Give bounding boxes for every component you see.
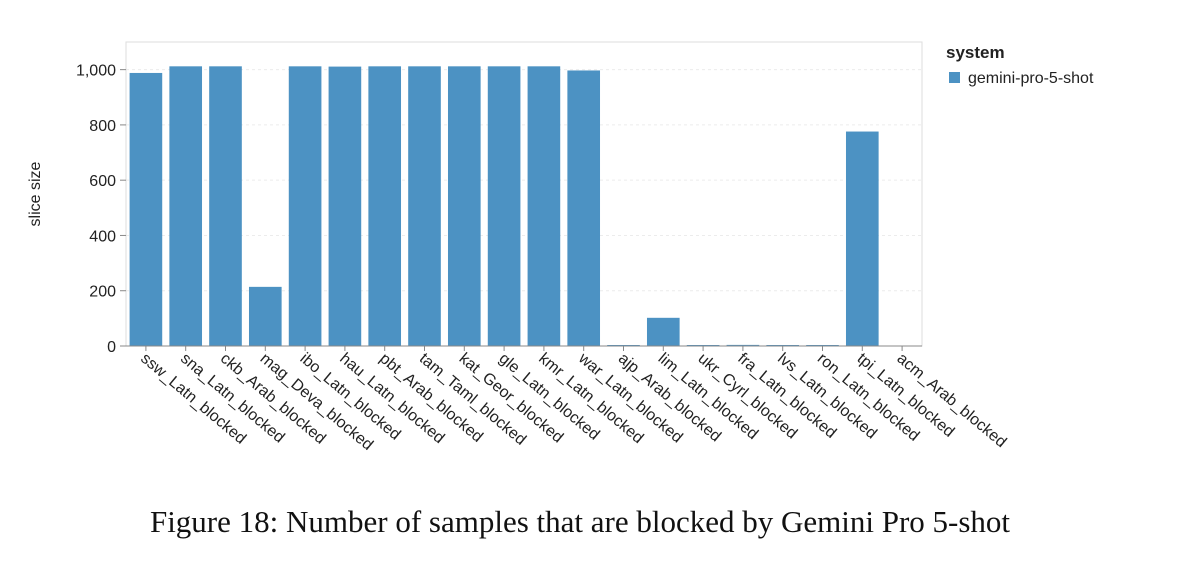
bar-fra_Latn_blocked [726, 344, 760, 346]
bar-gle_Latn_blocked [487, 66, 521, 346]
y-tick-label: 800 [89, 118, 116, 135]
bar-lim_Latn_blocked [646, 317, 680, 346]
bar-chart: 0 200 400 600 800 1,000 ssw_Latn_blockedsna_L… [27, 41, 1094, 454]
y-axis-title: slice size [27, 161, 44, 226]
bar-ckb_Arab_blocked [209, 66, 242, 346]
legend-title: system [946, 43, 1005, 62]
legend: system gemini-pro-5-shot [946, 43, 1094, 87]
bars [129, 66, 879, 346]
legend-swatch [949, 72, 960, 83]
bar-pbt_Arab_blocked [368, 66, 402, 346]
x-axis: ssw_Latn_blockedsna_Latn_blockedckb_Arab… [126, 345, 1009, 454]
grid-lines [126, 69, 922, 292]
bar-tpi_Latn_blocked [845, 131, 879, 346]
figure-caption: Figure 18: Number of samples that are bl… [149, 504, 1011, 539]
y-tick-label: 600 [89, 173, 116, 190]
y-tick-label: 0 [107, 339, 116, 356]
bar-war_Latn_blocked [567, 70, 601, 346]
bar-ibo_Latn_blocked [288, 66, 322, 346]
bar-tam_Taml_blocked [408, 66, 441, 346]
y-tick-label: 1,000 [76, 63, 116, 80]
plot-frame [125, 41, 923, 347]
y-axis: 0 200 400 600 800 1,000 [76, 63, 126, 356]
bar-sna_Latn_blocked [169, 66, 203, 346]
legend-label-gemini-pro-5-shot: gemini-pro-5-shot [968, 70, 1094, 87]
y-tick-label: 200 [89, 284, 116, 301]
bar-ssw_Latn_blocked [129, 72, 163, 346]
y-tick-label: 400 [89, 228, 116, 245]
bar-kmr_Latn_blocked [527, 66, 561, 346]
bar-hau_Latn_blocked [328, 66, 362, 346]
bar-mag_Deva_blocked [248, 286, 282, 346]
bar-kat_Geor_blocked [447, 66, 481, 346]
